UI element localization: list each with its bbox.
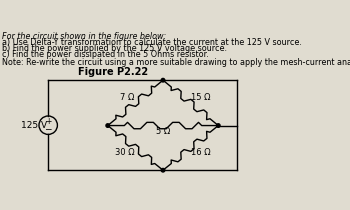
Circle shape (106, 124, 110, 127)
Text: −: − (44, 124, 52, 133)
Text: For the circuit shown in the figure below:: For the circuit shown in the figure belo… (2, 32, 166, 41)
Text: Note: Re-write the circuit using a more suitable drawing to apply the mesh-curre: Note: Re-write the circuit using a more … (2, 58, 350, 67)
Circle shape (217, 124, 220, 127)
Text: +: + (45, 117, 51, 126)
Text: c) Find the power dissipated in the 5 Ohms resistor.: c) Find the power dissipated in the 5 Oh… (2, 50, 209, 59)
Text: Figure P2.22: Figure P2.22 (78, 67, 148, 77)
Circle shape (161, 78, 165, 82)
Text: a) Use Delta-Y transformation to calculate the current at the 125 V source.: a) Use Delta-Y transformation to calcula… (2, 38, 302, 47)
Circle shape (161, 168, 165, 172)
Text: b) Find the power supplied by the 125 V voltage source.: b) Find the power supplied by the 125 V … (2, 44, 227, 53)
Text: 30 Ω: 30 Ω (115, 148, 134, 157)
Text: 125 V: 125 V (21, 121, 47, 130)
Text: 7 Ω: 7 Ω (120, 93, 134, 102)
Text: 15 Ω: 15 Ω (191, 93, 210, 102)
Text: 16 Ω: 16 Ω (191, 148, 210, 157)
Text: 5 Ω: 5 Ω (156, 127, 170, 136)
